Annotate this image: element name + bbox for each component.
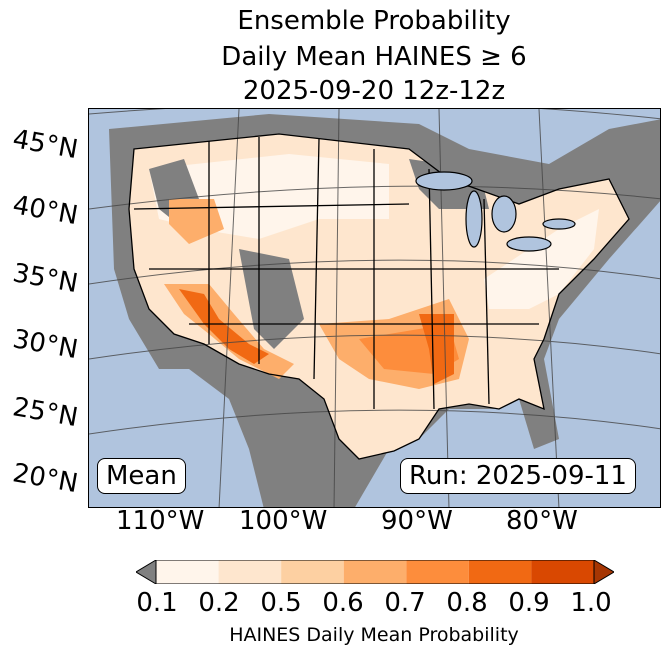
- southwest-high: [179, 289, 269, 364]
- colorbar-segment-6: [531, 560, 594, 584]
- colorbar-tick-7: 1.0: [570, 588, 612, 618]
- lat-label-40: 40°N: [10, 190, 81, 232]
- colorbar-frame: [155, 560, 595, 584]
- colorbar-over-arrow: [593, 560, 614, 584]
- colorbar-tick-6: 0.9: [508, 588, 550, 618]
- colorbar-tick-4: 0.7: [384, 588, 426, 618]
- colorbar-segment-4: [406, 560, 469, 584]
- great-lakes: [415, 171, 576, 252]
- colorbar-segment-0: [156, 560, 219, 584]
- colorbar-segment-2: [281, 560, 344, 584]
- title-line-3: 2025-09-20 12z-12z: [242, 76, 506, 106]
- colorbar-segment-3: [343, 560, 407, 584]
- lon-label-110: 110°W: [116, 506, 205, 536]
- lat-label-35: 35°N: [10, 258, 81, 300]
- lon-label-100: 100°W: [239, 506, 328, 536]
- title-line-1: Ensemble Probability: [237, 6, 511, 36]
- lon-label-90: 90°W: [381, 506, 453, 536]
- lat-label-30: 30°N: [10, 324, 81, 366]
- mean-label: Mean: [97, 458, 186, 494]
- colorbar-segment-5: [468, 560, 532, 584]
- map-canvas: [89, 109, 660, 507]
- colorbar-tick-1: 0.2: [198, 588, 240, 618]
- colorbar: [136, 560, 614, 584]
- colorbar-tick-3: 0.6: [322, 588, 364, 618]
- colorbar-tick-0: 0.1: [136, 588, 178, 618]
- east-very-low: [484, 209, 599, 309]
- colorbar-segment-1: [218, 560, 282, 584]
- colorbar-tick-5: 0.8: [446, 588, 488, 618]
- colorbar-tick-2: 0.5: [260, 588, 302, 618]
- probability-map: [88, 108, 661, 508]
- title-line-2: Daily Mean HAINES ≥ 6: [221, 42, 527, 72]
- colorbar-under-arrow: [136, 560, 157, 584]
- graticule: [89, 109, 660, 507]
- colorbar-label: HAINES Daily Mean Probability: [229, 624, 519, 646]
- lat-label-25: 25°N: [10, 392, 81, 434]
- nevada-medium: [169, 199, 224, 244]
- lat-label-45: 45°N: [10, 124, 81, 166]
- run-date-label: Run: 2025-09-11: [400, 458, 636, 494]
- state-borders: [128, 133, 630, 460]
- lat-label-20: 20°N: [10, 458, 81, 500]
- lon-label-80: 80°W: [506, 506, 578, 536]
